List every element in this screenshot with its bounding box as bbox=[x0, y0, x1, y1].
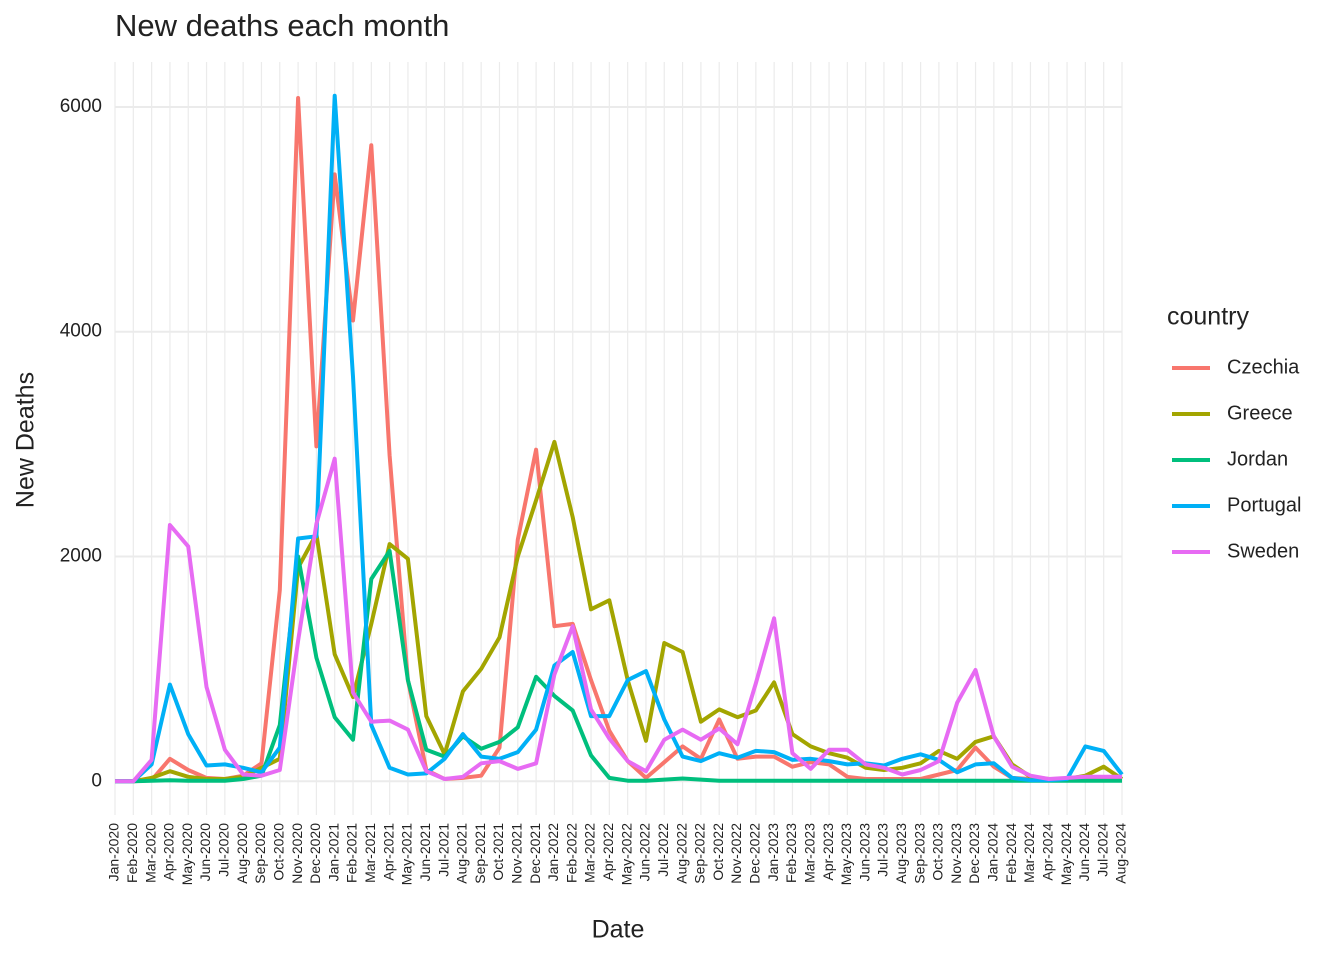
x-tick-label: Jul-2020 bbox=[216, 823, 232, 877]
y-tick-label: 2000 bbox=[60, 546, 102, 567]
x-tick-label: Jan-2021 bbox=[325, 823, 341, 882]
x-tick-label: Jul-2022 bbox=[655, 823, 671, 877]
x-tick-label: Feb-2020 bbox=[124, 823, 140, 883]
x-tick-label: Mar-2024 bbox=[1021, 823, 1037, 883]
x-tick-label: Jul-2023 bbox=[875, 823, 891, 877]
y-tick-label: 0 bbox=[91, 770, 102, 791]
x-tick-label: Sep-2022 bbox=[692, 823, 708, 884]
x-tick-label: May-2022 bbox=[618, 823, 634, 885]
x-tick-label: Mar-2021 bbox=[362, 823, 378, 883]
legend-label: Sweden bbox=[1227, 540, 1299, 562]
x-tick-label: Apr-2024 bbox=[1039, 823, 1055, 881]
x-tick-label: May-2021 bbox=[399, 823, 415, 885]
x-tick-label: Aug-2024 bbox=[1113, 823, 1129, 884]
y-tick-label: 4000 bbox=[60, 321, 102, 342]
x-tick-label: Nov-2020 bbox=[289, 823, 305, 884]
x-tick-label: Oct-2021 bbox=[490, 823, 506, 881]
x-tick-label: May-2023 bbox=[838, 823, 854, 885]
x-tick-label: Oct-2020 bbox=[270, 823, 286, 881]
x-tick-label: Aug-2022 bbox=[673, 823, 689, 884]
legend-label: Portugal bbox=[1227, 494, 1302, 516]
x-tick-label: Feb-2023 bbox=[783, 823, 799, 883]
x-tick-label: Sep-2020 bbox=[252, 823, 268, 884]
x-tick-label: Dec-2022 bbox=[747, 823, 763, 884]
x-tick-label: Sep-2023 bbox=[911, 823, 927, 884]
series-line bbox=[115, 456, 1122, 784]
x-axis-label: Date bbox=[592, 916, 645, 944]
x-tick-label: Mar-2020 bbox=[142, 823, 158, 883]
x-tick-label: Jun-2021 bbox=[417, 823, 433, 882]
y-axis-label: New Deaths bbox=[12, 372, 40, 508]
x-tick-label: May-2020 bbox=[179, 823, 195, 885]
x-tick-label: Mar-2023 bbox=[801, 823, 817, 883]
x-tick-label: Mar-2022 bbox=[582, 823, 598, 883]
x-tick-label: Nov-2022 bbox=[728, 823, 744, 884]
x-tick-label: Aug-2023 bbox=[893, 823, 909, 884]
legend-title: country bbox=[1167, 303, 1249, 331]
x-tick-label: Apr-2020 bbox=[161, 823, 177, 881]
x-tick-label: Oct-2022 bbox=[710, 823, 726, 881]
x-tick-label: Dec-2020 bbox=[307, 823, 323, 884]
x-tick-label: Aug-2020 bbox=[234, 823, 250, 884]
x-tick-label: Jun-2022 bbox=[637, 823, 653, 882]
legend-label: Greece bbox=[1227, 402, 1293, 424]
x-tick-label: Jul-2021 bbox=[435, 823, 451, 877]
x-tick-label: Apr-2023 bbox=[820, 823, 836, 881]
x-tick-label: Aug-2021 bbox=[454, 823, 470, 884]
x-tick-label: Jun-2024 bbox=[1076, 823, 1092, 882]
x-tick-label: Jun-2023 bbox=[856, 823, 872, 882]
legend-label: Jordan bbox=[1227, 448, 1288, 470]
x-tick-label: Sep-2021 bbox=[472, 823, 488, 884]
x-tick-label: Nov-2021 bbox=[509, 823, 525, 884]
x-tick-label: Dec-2021 bbox=[527, 823, 543, 884]
legend-label: Czechia bbox=[1227, 356, 1300, 378]
x-tick-label: Feb-2021 bbox=[344, 823, 360, 883]
x-tick-label: Jul-2024 bbox=[1094, 823, 1110, 877]
x-tick-label: May-2024 bbox=[1058, 823, 1074, 885]
x-tick-label: Jan-2024 bbox=[985, 823, 1001, 882]
x-tick-label: Feb-2024 bbox=[1003, 823, 1019, 883]
x-tick-label: Oct-2023 bbox=[930, 823, 946, 881]
x-tick-label: Jan-2023 bbox=[765, 823, 781, 882]
series-line bbox=[115, 93, 1124, 784]
x-tick-label: Apr-2022 bbox=[600, 823, 616, 881]
x-tick-label: Nov-2023 bbox=[948, 823, 964, 884]
x-tick-label: Dec-2023 bbox=[966, 823, 982, 884]
chart-title: New deaths each month bbox=[115, 8, 449, 43]
x-tick-label: Apr-2021 bbox=[380, 823, 396, 881]
y-tick-label: 6000 bbox=[60, 96, 102, 117]
x-tick-label: Feb-2022 bbox=[563, 823, 579, 883]
x-tick-label: Jan-2022 bbox=[545, 823, 561, 882]
x-tick-label: Jan-2020 bbox=[106, 823, 122, 882]
x-tick-label: Jun-2020 bbox=[197, 823, 213, 882]
